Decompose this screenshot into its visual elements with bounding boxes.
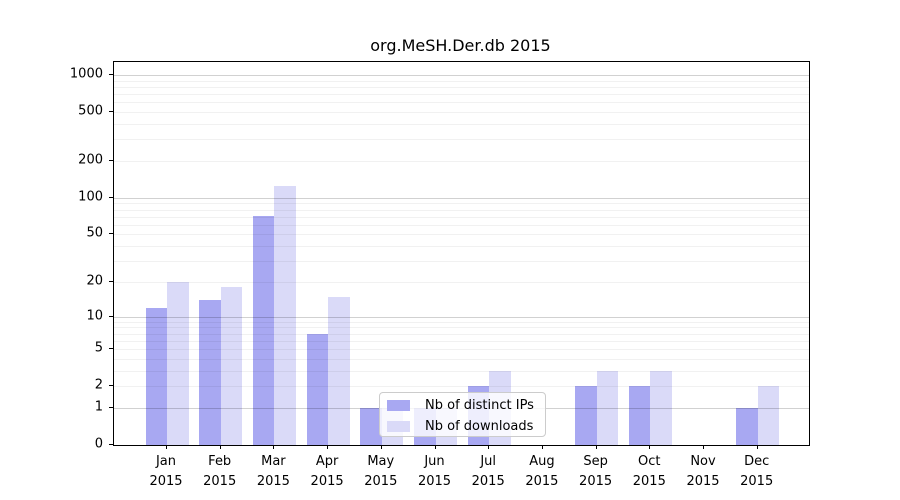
- y-gridline-900: [114, 80, 809, 82]
- x-tick-label-jun: Jun 2015: [417, 454, 452, 489]
- y-gridline-200: [114, 161, 809, 162]
- x-tick-mark: [219, 445, 221, 449]
- plot-area: Nb of distinct IPs Nb of downloads: [113, 61, 810, 446]
- bar-downloads-feb: [220, 287, 243, 445]
- bar-downloads-apr: [328, 296, 350, 445]
- bar-distinct-ips-dec: [736, 407, 758, 445]
- x-tick-mark: [434, 445, 436, 449]
- y-gridline-8: [114, 327, 809, 329]
- y-tick-mark: [109, 444, 113, 445]
- y-gridline-100: [114, 197, 809, 199]
- y-gridline-4: [114, 358, 809, 360]
- y-tick-label-2: 2: [94, 377, 103, 393]
- legend-swatch-distinct-ips-icon: [387, 400, 410, 411]
- y-gridline-400: [114, 124, 809, 126]
- y-gridline-2: [114, 386, 809, 388]
- x-tick-label-dec: Dec 2015: [740, 454, 774, 489]
- x-tick-label-nov: Nov 2015: [686, 454, 720, 489]
- bar-distinct-ips-sep: [575, 386, 597, 445]
- bar-downloads-dec: [757, 386, 780, 445]
- x-tick-mark: [273, 445, 275, 449]
- chart-title: org.MeSH.Der.db 2015: [370, 36, 551, 55]
- y-gridline-9: [114, 321, 809, 323]
- bar-distinct-ips-oct: [628, 386, 651, 445]
- legend-row-downloads: Nb of downloads: [380, 417, 545, 436]
- y-gridline-500: [114, 112, 809, 114]
- y-tick-mark: [109, 315, 113, 317]
- y-tick-mark: [109, 406, 113, 408]
- y-tick-label-1000: 1000: [69, 66, 103, 82]
- x-tick-mark: [649, 445, 651, 449]
- y-tick-label-0: 0: [94, 436, 103, 452]
- y-gridline-80: [114, 209, 809, 211]
- y-tick-label-500: 500: [78, 103, 103, 119]
- bar-downloads-sep: [596, 370, 619, 445]
- y-gridline-90: [114, 203, 809, 205]
- y-gridline-3: [114, 370, 809, 372]
- x-tick-label-jul: Jul 2015: [471, 454, 505, 489]
- y-gridline-70: [114, 216, 809, 218]
- y-gridline-7: [114, 333, 809, 335]
- legend-label-distinct-ips: Nb of distinct IPs: [425, 398, 534, 413]
- x-tick-label-mar: Mar 2015: [256, 454, 290, 489]
- y-tick-label-20: 20: [86, 273, 103, 289]
- y-tick-label-100: 100: [78, 189, 103, 205]
- x-tick-label-aug: Aug 2015: [525, 454, 559, 489]
- bar-downloads-mar: [274, 186, 296, 445]
- y-gridline-5: [114, 349, 809, 351]
- y-tick-label-5: 5: [94, 340, 103, 356]
- bar-distinct-ips-feb: [199, 299, 221, 445]
- x-tick-label-apr: Apr 2015: [310, 454, 344, 489]
- x-tick-label-feb: Feb 2015: [203, 454, 237, 489]
- y-gridline-30: [114, 261, 809, 263]
- y-gridline-20: [114, 281, 809, 283]
- y-tick-mark: [109, 160, 113, 161]
- y-gridline-1000: [114, 75, 809, 77]
- x-tick-mark: [327, 445, 329, 449]
- y-tick-mark: [109, 74, 113, 76]
- y-tick-label-10: 10: [86, 308, 103, 324]
- y-tick-mark: [109, 111, 113, 113]
- x-tick-mark: [380, 445, 382, 449]
- x-tick-label-jan: Jan 2015: [149, 454, 183, 489]
- x-tick-mark: [595, 445, 597, 449]
- y-gridline-10: [114, 316, 809, 318]
- y-gridline-600: [114, 102, 809, 104]
- x-tick-label-sep: Sep 2015: [579, 454, 613, 489]
- x-tick-mark: [541, 445, 543, 449]
- y-gridline-300: [114, 139, 809, 141]
- y-tick-label-200: 200: [78, 152, 103, 168]
- bar-distinct-ips-apr: [306, 333, 329, 445]
- y-gridline-700: [114, 94, 809, 96]
- y-gridline-60: [114, 224, 809, 226]
- y-gridline-6: [114, 340, 809, 342]
- x-tick-mark: [703, 445, 704, 449]
- bar-downloads-jan: [167, 281, 189, 445]
- y-tick-mark: [109, 348, 113, 350]
- y-gridline-50: [114, 234, 809, 236]
- bar-downloads-oct: [650, 370, 672, 445]
- x-tick-label-oct: Oct 2015: [632, 454, 666, 489]
- legend-swatch-downloads-icon: [387, 421, 410, 432]
- x-tick-label-may: May 2015: [364, 454, 398, 489]
- y-tick-mark: [109, 196, 113, 198]
- y-gridline-800: [114, 86, 809, 88]
- y-tick-label-50: 50: [86, 225, 103, 241]
- x-tick-mark: [488, 445, 490, 449]
- bar-distinct-ips-mar: [252, 215, 275, 445]
- x-tick-mark: [756, 445, 758, 449]
- x-tick-mark: [166, 445, 167, 449]
- y-tick-mark: [109, 233, 113, 235]
- y-gridline-40: [114, 246, 809, 248]
- legend-label-downloads: Nb of downloads: [425, 419, 534, 434]
- legend: Nb of distinct IPs Nb of downloads: [379, 392, 546, 437]
- y-tick-mark: [109, 280, 113, 282]
- bar-distinct-ips-may: [360, 407, 382, 445]
- y-tick-mark: [109, 385, 113, 387]
- legend-row-distinct-ips: Nb of distinct IPs: [380, 396, 545, 415]
- y-tick-label-1: 1: [94, 399, 103, 415]
- bar-distinct-ips-jan: [145, 307, 167, 445]
